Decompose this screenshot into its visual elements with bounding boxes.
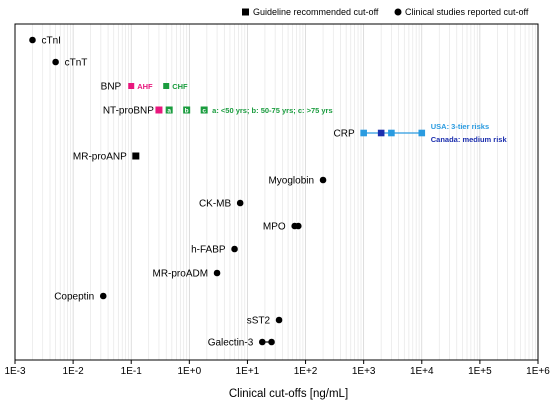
series-copeptin: Copeptin [54,292,107,303]
series-galectin-3: Galectin-3 [208,338,275,349]
circle-marker [52,58,59,66]
square-marker [163,83,170,89]
grid-lines [32,24,536,360]
marker-text: a [167,108,171,115]
square-marker [128,83,135,89]
series-ctnt: cTnT [52,58,87,69]
x-axis-label: Clinical cut-offs [ng/mL] [229,388,348,400]
crp-note-usa: USA: 3-tier risks [431,122,489,131]
point-label: MR-proANP [73,152,127,163]
series-sst2: sST2 [247,316,283,327]
point-label: h-FABP [191,245,226,256]
x-tick-label: 1E+2 [294,366,318,377]
point-label: CK-MB [199,199,232,210]
series-mr-proadm: MR-proADM [152,269,221,280]
x-tick-label: 1E+0 [178,366,202,377]
circle-marker [319,176,327,184]
x-tick-label: 1E+1 [236,366,260,377]
marker-text: CHF [172,82,188,91]
square-marker [155,106,163,114]
point-label: sST2 [247,316,271,327]
legend-circle-marker [394,8,402,16]
crp-note-canada: Canada: medium risk [431,135,508,144]
series-ctni: cTnI [29,36,61,47]
point-label: MR-proADM [152,269,208,280]
circle-marker [275,316,283,324]
data-marks: cTnI cTnT MR-proANP Myoglobin CK-MB MPO h-FABP… [29,36,507,349]
square-marker [132,152,140,160]
series-ck-mb: CK-MB [199,199,244,210]
square-marker [183,106,191,114]
circle-marker [236,199,244,207]
point-label: NT-proBNP [103,106,154,117]
age-note: a: <50 yrs; b: 50-75 yrs; c: >75 yrs [212,106,332,115]
square-marker [388,129,395,137]
x-tick-label: 1E+6 [526,366,550,377]
circle-marker [213,269,221,277]
point-label: Galectin-3 [208,338,254,349]
circle-marker [29,36,36,44]
legend-square-marker [242,8,249,16]
square-marker [360,129,367,137]
square-marker [165,106,173,114]
legend: Guideline recommended cut-off Clinical st… [242,7,529,17]
series-crp: CRP USA: 3-tier risks Canada: medium risk [334,122,508,144]
circle-marker [231,245,238,253]
circle-marker [99,292,107,300]
marker-text: b [185,108,189,115]
square-marker [418,129,426,137]
point-label: CRP [334,129,355,140]
point-label: cTnI [41,36,60,47]
x-tick-label: 1E-2 [63,366,85,377]
marker-text: AHF [137,82,153,91]
series-mr-proanp: MR-proANP [73,152,140,163]
plot-frame [14,23,539,361]
series-h-fabp: h-FABP [191,245,238,256]
square-marker [200,106,208,114]
point-label: cTnT [65,58,88,69]
x-ticks: 1E-3 1E-2 1E-1 1E+0 1E+1 1E+2 1E+3 1E+4 1E+5 1E+6 [4,360,550,377]
square-marker [377,129,385,137]
point-label: MPO [263,222,286,233]
series-mpo: MPO [263,222,302,233]
x-tick-label: 1E+4 [410,366,434,377]
x-tick-label: 1E-3 [4,366,26,377]
series-nt-probnp: NT-proBNP a b c a: <50 yrs; b: 50-75 yrs; c:… [103,106,333,117]
x-tick-label: 1E-1 [121,366,143,377]
point-label: Copeptin [54,292,94,303]
point-label: Myoglobin [268,176,314,187]
series-myoglobin: Myoglobin [268,176,327,187]
x-tick-label: 1E+5 [468,366,492,377]
marker-text: c [202,108,206,115]
series-bnp: BNP AHF CHF [101,82,188,93]
point-label: BNP [101,82,122,93]
legend-label: Guideline recommended cut-off [253,7,379,17]
x-tick-label: 1E+3 [352,366,376,377]
legend-label: Clinical studies reported cut-off [405,7,529,17]
